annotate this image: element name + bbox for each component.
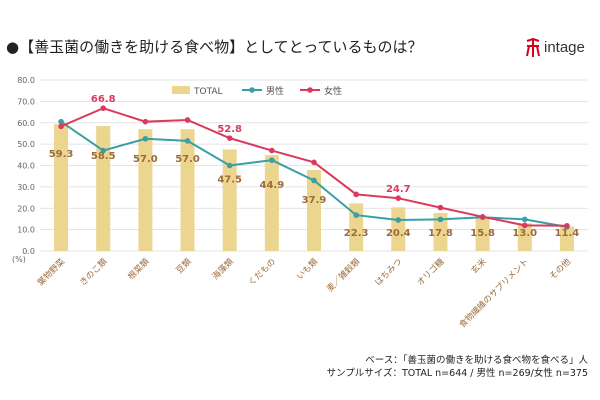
bar-value-label: 15.8 <box>470 228 495 239</box>
bar-value-label: 57.0 <box>175 154 200 165</box>
marker-男性 <box>184 138 191 144</box>
x-category-label: いも類 <box>294 256 320 282</box>
legend-swatch-total <box>172 86 190 94</box>
legend-label: 女性 <box>324 85 342 97</box>
marker-女性 <box>184 117 191 123</box>
x-category-label: 豆類 <box>174 256 194 276</box>
x-category-label: 麦／雑穀類 <box>324 256 362 294</box>
y-tick-label: 20.0 <box>17 204 35 213</box>
marker-女性 <box>226 135 233 141</box>
y-tick-label: 50.0 <box>17 140 35 149</box>
marker-女性 <box>142 118 149 125</box>
marker-男性 <box>226 162 233 169</box>
x-category-label: 食物繊維のサプリメント <box>457 256 531 330</box>
intage-logo-text: intage <box>544 39 585 56</box>
y-tick-label: 70.0 <box>17 97 35 106</box>
x-category-label: 根菜類 <box>126 256 152 282</box>
y-tick-label: 0.0 <box>22 247 35 256</box>
legend-swatch-marker <box>249 87 255 93</box>
bar-total <box>96 125 111 251</box>
bar-value-label: 58.5 <box>91 151 116 162</box>
bar-total <box>54 124 69 251</box>
marker-女性 <box>395 195 402 202</box>
bar-total <box>475 217 490 251</box>
marker-男性 <box>353 212 359 218</box>
y-tick-label: 60.0 <box>17 119 35 128</box>
marker-女性 <box>564 222 570 229</box>
marker-男性 <box>269 157 275 163</box>
bar-total <box>307 169 321 251</box>
legend-label: 男性 <box>266 85 284 97</box>
marker-男性 <box>395 217 402 223</box>
bar-value-label: 13.0 <box>512 228 537 239</box>
footnote-base: ベース：「善玉菌の働きを助ける食べ物を食べる」人 <box>365 355 588 366</box>
page-title: ●【善玉菌の働きを助ける食べ物】としてとっているものは？ <box>6 38 423 56</box>
bar-total <box>222 149 237 251</box>
bar-total <box>559 226 574 251</box>
marker-女性 <box>353 191 359 198</box>
y-tick-label: 30.0 <box>17 183 35 192</box>
footnote-sample-size: サンプルサイズ：TOTAL n=644 / 男性 n=269/女性 n=375 <box>326 368 588 379</box>
x-category-label: その他 <box>547 256 573 282</box>
bar-value-label: 17.8 <box>428 228 453 239</box>
marker-男性 <box>58 118 64 125</box>
bar-value-label: 57.0 <box>133 154 158 165</box>
legend-label: TOTAL <box>193 87 223 97</box>
bar-total <box>517 223 532 251</box>
marker-男性 <box>142 135 149 142</box>
legend-swatch-marker <box>307 87 313 93</box>
marker-女性 <box>437 204 444 211</box>
x-category-label: 玄米 <box>469 256 489 276</box>
bar-total <box>433 212 448 251</box>
bar-total <box>264 155 279 251</box>
x-category-label: くだもの <box>247 257 278 288</box>
x-category-label: 葉物野菜 <box>35 256 67 288</box>
x-category-label: はちみつ <box>373 257 404 288</box>
bar-value-label: 37.9 <box>302 195 327 206</box>
y-axis-unit: (%) <box>12 255 26 264</box>
y-tick-label: 80.0 <box>17 76 35 85</box>
intage-logo-icon <box>526 37 540 57</box>
y-tick-label: 40.0 <box>17 162 35 171</box>
bar-total <box>180 129 195 251</box>
marker-女性 <box>479 214 486 220</box>
female-value-label: 24.7 <box>386 184 411 195</box>
bar-value-label: 59.3 <box>49 149 74 160</box>
intage-logo: intage <box>524 37 596 58</box>
marker-男性 <box>100 147 107 154</box>
x-category-label: 海藻類 <box>210 256 236 282</box>
bar-total <box>391 207 406 251</box>
bar-value-label: 20.4 <box>386 228 411 239</box>
marker-男性 <box>521 216 528 223</box>
x-category-label: オリゴ糖 <box>415 256 447 288</box>
marker-女性 <box>521 222 528 229</box>
marker-男性 <box>437 216 444 223</box>
female-value-label: 52.8 <box>217 124 242 135</box>
bar-value-label: 11.4 <box>555 228 580 239</box>
bar-total <box>138 129 153 251</box>
marker-女性 <box>100 105 107 112</box>
bar-value-label: 22.3 <box>344 228 369 239</box>
bar-value-label: 47.5 <box>217 174 242 185</box>
y-tick-label: 10.0 <box>17 226 35 235</box>
marker-男性 <box>311 177 317 184</box>
x-category-label: きのこ類 <box>78 256 110 288</box>
marker-女性 <box>311 159 317 166</box>
marker-女性 <box>269 147 275 154</box>
marker-女性 <box>58 123 64 130</box>
female-value-label: 66.8 <box>91 94 116 105</box>
bar-value-label: 44.9 <box>260 180 285 191</box>
